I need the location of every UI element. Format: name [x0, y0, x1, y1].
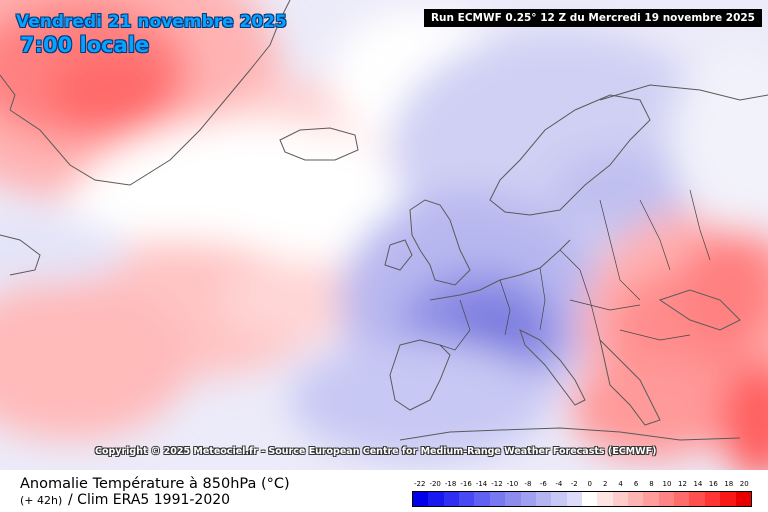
anomaly-map: Vendredi 21 novembre 2025 7:00 locale Ru…: [0, 0, 768, 470]
country-borders: [439, 189, 711, 351]
scale-label: -4: [555, 480, 563, 488]
iceland-coast: [279, 127, 359, 161]
labrador-coast: [0, 234, 41, 276]
scale-label: 10: [662, 480, 672, 488]
scale-label: 18: [724, 480, 734, 488]
scale-swatch: [443, 492, 460, 506]
scale-swatch: [566, 492, 582, 506]
coastlines: [0, 0, 768, 441]
scale-swatch: [720, 492, 736, 506]
scale-swatch: [520, 492, 536, 506]
scale-label: -2: [570, 480, 578, 488]
climatology-label: / Clim ERA5 1991-2020: [68, 492, 231, 508]
scale-swatch: [612, 492, 629, 506]
copyright-notice: Copyright © 2025 Meteociel.fr - Source E…: [95, 446, 657, 457]
iberia-coast: [389, 339, 451, 411]
scale-swatch: [689, 492, 705, 506]
scale-label: 14: [693, 480, 703, 488]
lead-time: (+ 42h): [20, 494, 63, 507]
scale-label: -8: [524, 480, 532, 488]
scale-swatch: [643, 492, 659, 506]
forecast-time: 7:00 locale: [20, 33, 150, 57]
black-sea-coast: [658, 289, 741, 331]
forecast-date: Vendredi 21 novembre 2025: [16, 12, 287, 32]
ireland-coast: [384, 239, 413, 271]
scale-label: -18: [444, 480, 457, 488]
scale-label: -6: [539, 480, 547, 488]
scale-label: 12: [677, 480, 687, 488]
greenland-coast: [9, 0, 291, 186]
scale-swatch: [658, 492, 675, 506]
great-britain-coast: [409, 199, 471, 286]
scale-swatch: [428, 492, 444, 506]
scale-swatch: [413, 492, 429, 506]
variable-title: Anomalie Température à 850hPa (°C): [20, 476, 290, 492]
scale-label: 16: [708, 480, 718, 488]
scale-label: -22: [414, 480, 426, 488]
scale-label: -10: [506, 480, 519, 488]
scale-swatch: [704, 492, 721, 506]
map-canvas: [0, 0, 768, 470]
scale-label: 8: [649, 480, 654, 488]
color-scale-labels: -22 -20 -18 -16 -14 -12 -10 -8 -6 -4 -2 0 2 4 6 8 10 12 14…: [412, 480, 752, 492]
anomaly-field: [0, 0, 768, 470]
color-scale-bar: [412, 491, 752, 507]
continent-north-coast: [429, 239, 571, 301]
scale-swatch: [628, 492, 644, 506]
italy-coast: [519, 329, 586, 406]
scale-label: 20: [739, 480, 749, 488]
balkans-coast: [599, 338, 661, 426]
scale-swatch: [489, 492, 506, 506]
scale-swatch: [581, 492, 598, 506]
scale-label: 4: [618, 480, 623, 488]
scale-swatch: [597, 492, 613, 506]
scale-swatch: [535, 492, 552, 506]
scandinavia-coast: [489, 94, 651, 216]
scale-swatch: [505, 492, 521, 506]
scale-label: 0: [587, 480, 592, 488]
scale-label: -12: [491, 480, 503, 488]
model-run-label: Run ECMWF 0.25° 12 Z du Mercredi 19 nove…: [423, 9, 762, 27]
scale-swatch: [674, 492, 690, 506]
scale-swatch: [459, 492, 475, 506]
scale-swatch: [551, 492, 567, 506]
north-africa-coast: [399, 427, 741, 441]
scale-label: -16: [460, 480, 472, 488]
scale-label: 2: [602, 480, 608, 488]
scale-label: 6: [633, 480, 639, 488]
scale-swatch: [474, 492, 490, 506]
scale-swatch: [735, 492, 751, 506]
scale-label: -20: [429, 480, 441, 488]
scale-label: -14: [475, 480, 488, 488]
